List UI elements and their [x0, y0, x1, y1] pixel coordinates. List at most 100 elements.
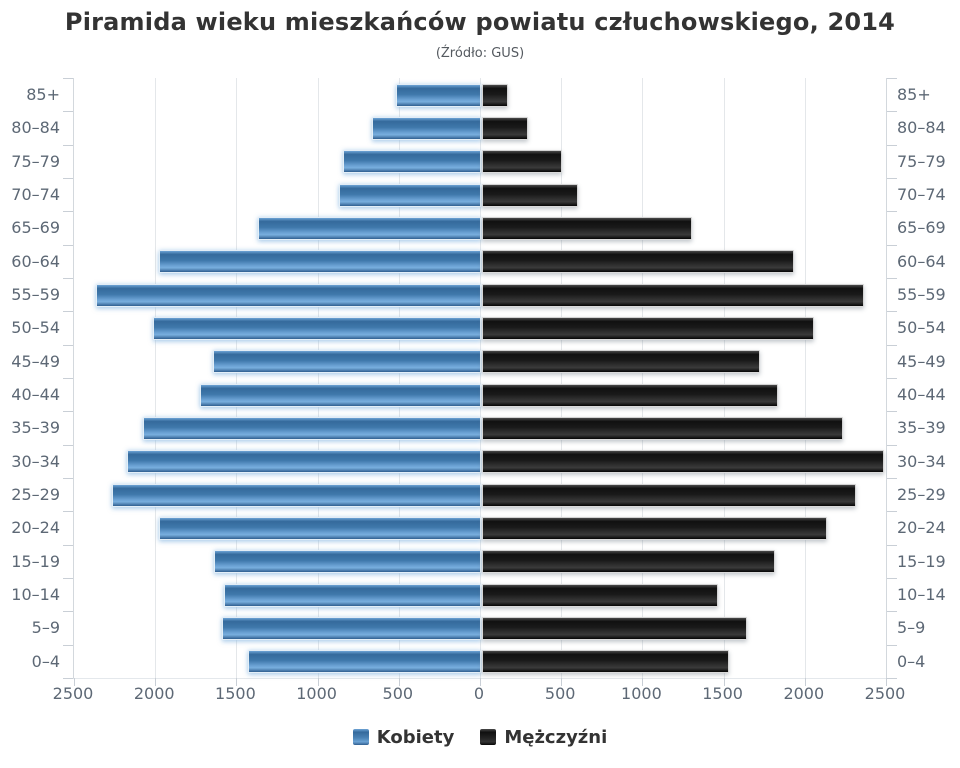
age-axis-left: 85+ 80–84 75–79 70–74 65–69 60–64 55–59 50–54 45…	[0, 78, 60, 678]
y-axis-tick-right	[887, 544, 897, 546]
x-axis-tick-label: 2500	[52, 684, 94, 703]
women-swatch-icon	[352, 729, 369, 745]
gridline	[804, 78, 806, 678]
x-axis-tick-label: 500	[382, 684, 414, 703]
age-label-right: 60–64	[897, 251, 946, 271]
bar-women-20–24	[159, 516, 481, 540]
bar-women-55–59	[95, 283, 481, 307]
x-axis-tick-label: 1000	[296, 684, 337, 703]
age-label-left: 30–34	[11, 451, 60, 471]
age-label-left: 75–79	[11, 151, 60, 171]
bar-women-10–14	[224, 583, 481, 607]
x-axis-tick	[74, 678, 75, 686]
age-label-left: 20–24	[11, 518, 60, 538]
y-axis-tick-left	[63, 678, 73, 679]
y-axis-tick-left	[63, 611, 73, 613]
age-label-left: 15–19	[11, 551, 60, 571]
age-label-left: 5–9	[31, 618, 60, 638]
age-label-left: 0–4	[31, 651, 60, 671]
bar-men-55–59	[482, 283, 865, 307]
bar-women-80–84	[371, 116, 481, 140]
bar-men-45–49	[482, 350, 761, 374]
men-swatch-icon	[480, 729, 497, 745]
age-label-left: 70–74	[11, 185, 60, 204]
bar-women-0–4	[248, 650, 481, 674]
x-axis-tick-label: 0	[473, 684, 485, 703]
age-label-right: 50–54	[897, 318, 946, 338]
chart-title: Piramida wieku mieszkańców powiatu człuc…	[64, 8, 896, 36]
bar-men-85+	[482, 83, 509, 107]
y-axis-tick-right	[887, 311, 897, 313]
bar-women-5–9	[222, 616, 481, 640]
age-label-right: 15–19	[897, 551, 946, 571]
bar-men-60–64	[482, 250, 795, 274]
y-axis-tick-right	[887, 644, 897, 646]
y-axis-tick-right	[887, 344, 897, 346]
age-label-right: 35–39	[897, 418, 946, 438]
bar-men-25–29	[482, 483, 856, 507]
bar-men-10–14	[482, 583, 718, 607]
age-label-right: 80–84	[897, 118, 946, 138]
y-axis-tick-right	[887, 478, 897, 479]
y-axis-tick-left	[63, 178, 73, 179]
x-axis-tick	[155, 678, 157, 686]
plot-area	[63, 78, 897, 686]
x-axis-tick-label: 1000	[621, 684, 662, 703]
y-axis-tick-left	[63, 578, 73, 579]
y-axis-tick-left	[63, 444, 73, 446]
y-axis-tick-right	[887, 411, 897, 413]
age-label-right: 55–59	[897, 285, 946, 304]
y-axis-tick-right	[887, 511, 897, 513]
age-label-right: 0–4	[897, 651, 926, 671]
bar-women-70–74	[339, 183, 481, 207]
gridline	[398, 78, 400, 678]
age-label-right: 75–79	[897, 151, 946, 171]
gridline	[317, 78, 319, 678]
age-label-right: 30–34	[897, 451, 946, 471]
bar-men-20–24	[482, 516, 827, 540]
y-axis-tick-left	[63, 244, 73, 246]
y-axis-tick-left	[63, 644, 73, 646]
x-axis-tick-label: 1500	[702, 684, 743, 703]
legend: Kobiety Mężczyźni	[0, 722, 960, 752]
legend-label-women: Kobiety	[376, 726, 455, 748]
x-axis-tick	[804, 678, 806, 686]
y-axis-tick-right	[887, 178, 897, 179]
age-label-left: 10–14	[11, 585, 60, 604]
bar-women-65–69	[258, 216, 481, 240]
age-label-left: 85+	[26, 85, 60, 104]
y-axis-tick-right	[887, 678, 897, 679]
age-label-left: 60–64	[11, 251, 60, 271]
age-label-right: 5–9	[897, 618, 926, 638]
y-axis-tick-left	[63, 144, 73, 146]
chart-subtitle: (Źródło: GUS)	[435, 46, 525, 61]
bar-women-60–64	[159, 250, 481, 274]
bar-men-0–4	[482, 650, 730, 674]
age-label-right: 20–24	[897, 518, 946, 538]
y-axis-tick-left	[63, 544, 73, 546]
legend-item-women: Kobiety	[352, 726, 455, 748]
bar-women-45–49	[212, 350, 481, 374]
gridline	[155, 78, 157, 678]
age-label-right: 45–49	[897, 351, 946, 371]
y-axis-tick-right	[887, 611, 897, 613]
y-axis-tick-right	[887, 444, 897, 446]
age-label-right: 70–74	[897, 185, 946, 204]
bar-women-35–39	[142, 416, 481, 440]
bar-women-50–54	[152, 316, 481, 340]
y-axis-tick-right	[887, 278, 897, 279]
bar-women-30–34	[126, 450, 481, 474]
x-axis-tick	[886, 678, 887, 686]
y-axis-tick-left	[63, 211, 73, 213]
bar-women-15–19	[214, 550, 481, 574]
age-label-left: 80–84	[11, 118, 60, 138]
age-label-left: 40–44	[11, 385, 60, 404]
x-axis-tick	[398, 678, 400, 686]
x-axis-tick	[723, 678, 725, 686]
age-label-left: 45–49	[11, 351, 60, 371]
y-axis-tick-left	[63, 344, 73, 346]
legend-label-men: Mężczyźni	[504, 726, 608, 748]
bar-men-50–54	[482, 316, 814, 340]
bar-men-40–44	[482, 383, 778, 407]
x-axis-tick-label: 2000	[783, 684, 825, 703]
